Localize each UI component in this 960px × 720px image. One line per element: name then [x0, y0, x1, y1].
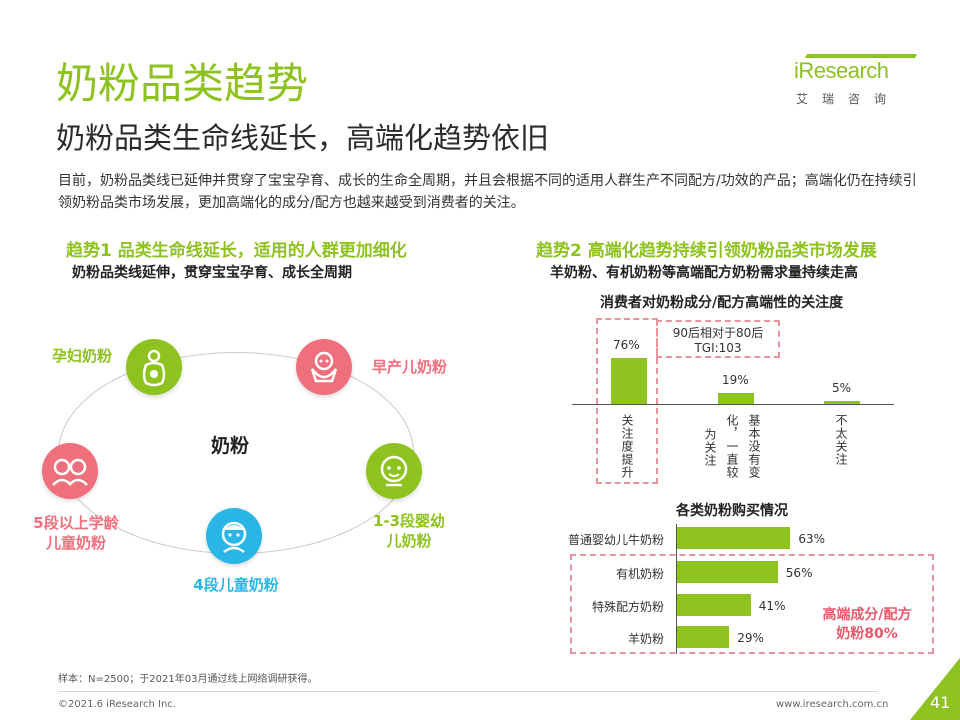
purchase-category-organic: 有机奶粉	[615, 567, 664, 581]
stage-label-school-line1: 5段以上学龄	[33, 514, 119, 532]
premature-stage-icon	[296, 339, 352, 395]
attention-value-increased: 76%	[613, 338, 640, 353]
page-subtitle: 奶粉品类生命线延长，高端化趋势依旧	[56, 121, 550, 155]
purchase-category-regular: 普通婴幼儿牛奶粉	[567, 533, 664, 547]
footer-divider	[58, 691, 878, 692]
highend-share-note: 高端成分/配方 奶粉80%	[808, 606, 926, 644]
highend-note-line2: 奶粉80%	[836, 626, 898, 642]
lifecycle-center-label: 奶粉	[211, 435, 250, 457]
iresearch-logo: iResearch 艾瑞咨询	[782, 52, 918, 108]
attention-chart-baseline	[572, 404, 894, 405]
highend-note-line1: 高端成分/配方	[822, 607, 912, 623]
attention-bar-unchanged	[718, 392, 754, 404]
logo-wordmark: iResearch	[794, 58, 889, 83]
purchase-bar-regular	[677, 527, 791, 549]
trend1-subtitle: 奶粉品类线延伸，贯穿宝宝孕育、成长全周期	[72, 265, 352, 281]
pregnant-stage-icon	[126, 339, 182, 395]
purchase-value-regular: 63%	[798, 532, 826, 546]
stage-label-infant-line1: 1-3段婴幼	[372, 512, 446, 530]
attention-label-unchanged-col3: 为关注	[703, 428, 717, 467]
child-stage-icon	[206, 508, 262, 564]
purchase-bar-special	[677, 594, 751, 616]
page-number-corner	[910, 658, 960, 720]
purchase-bar-organic	[677, 561, 778, 583]
attention-label-not-concerned: 不太关注	[834, 414, 848, 466]
attention-chart-title: 消费者对奶粉成分/配方高端性的关注度	[600, 295, 844, 311]
attention-label-unchanged-col2: 化，一直较	[725, 414, 739, 479]
copyright-text: ©2021.6 iResearch Inc.	[58, 699, 176, 710]
attention-label-unchanged-col1: 基本没有变	[747, 414, 761, 479]
page-number: 41	[930, 693, 951, 712]
page-title: 奶粉品类趋势	[56, 59, 309, 108]
attention-label-increased: 关注度提升	[620, 414, 634, 479]
attention-bar-not-concerned	[824, 401, 860, 404]
attention-bar-increased	[611, 358, 647, 404]
purchase-category-goat: 羊奶粉	[627, 632, 664, 646]
stage-label-school-age: 5段以上学龄 儿童奶粉	[16, 513, 136, 553]
purchase-chart-title: 各类奶粉购买情况	[676, 503, 788, 519]
attention-highlight-box	[596, 318, 658, 484]
tgi-note-line2: TGI:103	[694, 341, 742, 355]
trend1-title: 趋势1 品类生命线延长，适用的人群更加细化	[66, 241, 407, 261]
purchase-value-special: 41%	[758, 599, 786, 613]
logo-chinese-name: 艾瑞咨询	[796, 92, 901, 106]
stage-label-infant-line2: 儿奶粉	[386, 532, 432, 550]
school-age-stage-icon	[42, 443, 98, 499]
stage-label-school-line2: 儿童奶粉	[45, 534, 106, 552]
intro-paragraph: 目前，奶粉品类线已延伸并贯穿了宝宝孕育、成长的生命全周期，并且会根据不同的适用人…	[58, 173, 917, 211]
purchase-chart-axis	[676, 524, 677, 654]
tgi-note-line1: 90后相对于80后	[672, 326, 764, 340]
infant-stage-icon	[366, 443, 422, 499]
purchase-value-organic: 56%	[785, 566, 813, 580]
trend2-subtitle: 羊奶粉、有机奶粉等高端配方奶粉需求量持续走高	[550, 265, 858, 281]
attention-value-unchanged: 19%	[722, 372, 749, 387]
website-link[interactable]: www.iresearch.com.cn	[776, 699, 889, 710]
tgi-note-box	[656, 320, 780, 358]
tgi-note: 90后相对于80后 TGI:103	[660, 326, 776, 356]
stage-label-child: 4段儿童奶粉	[193, 576, 279, 594]
stage-label-pregnant: 孕妇奶粉	[52, 347, 113, 365]
stage-label-premature: 早产儿奶粉	[372, 358, 448, 376]
stage-label-infant: 1-3段婴幼 儿奶粉	[354, 511, 464, 551]
purchase-category-special: 特殊配方奶粉	[591, 600, 664, 614]
purchase-bar-goat	[677, 626, 730, 648]
attention-value-not-concerned: 5%	[832, 381, 852, 395]
purchase-value-goat: 29%	[737, 631, 764, 645]
sample-footnote: 样本：N=2500；于2021年03月通过线上网络调研获得。	[58, 674, 318, 685]
trend2-title: 趋势2 高端化趋势持续引领奶粉品类市场发展	[536, 241, 877, 261]
highend-highlight-box	[570, 554, 934, 654]
